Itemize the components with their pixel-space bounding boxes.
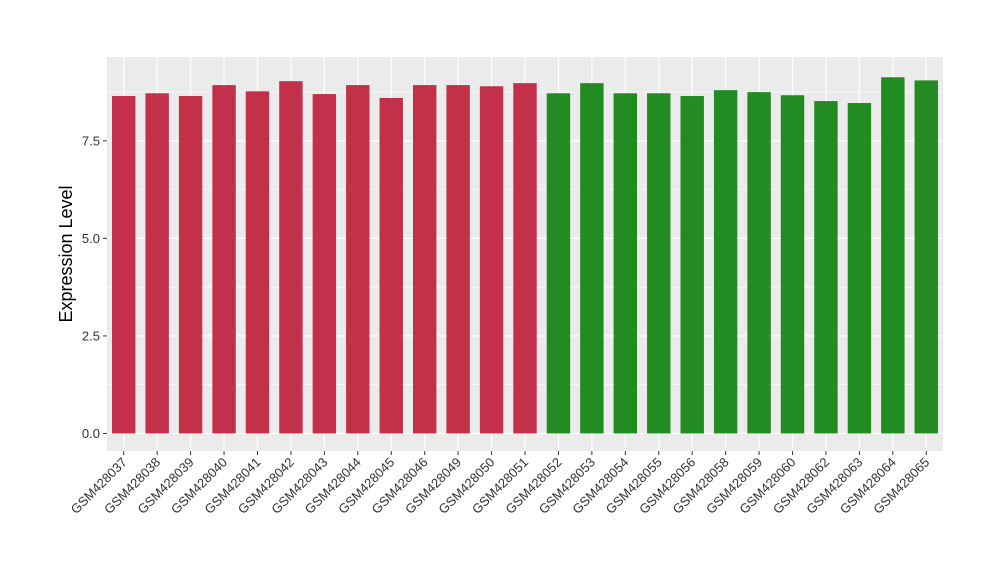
x-axis: GSM428037GSM428038GSM428039GSM428040GSM4… bbox=[68, 451, 932, 517]
bar-GSM428049 bbox=[446, 85, 470, 434]
y-axis: 0.0 2.5 5.0 7.5 bbox=[82, 133, 107, 441]
bar-GSM428055 bbox=[647, 93, 671, 434]
bar-GSM428044 bbox=[346, 85, 370, 434]
bar-GSM428052 bbox=[546, 93, 571, 434]
bar-GSM428039 bbox=[178, 96, 203, 434]
bar-GSM428064 bbox=[881, 77, 905, 434]
bar-GSM428038 bbox=[145, 93, 169, 434]
bar-GSM428043 bbox=[312, 94, 337, 434]
bar-GSM428041 bbox=[245, 91, 270, 434]
bar-GSM428062 bbox=[814, 101, 838, 434]
bar-GSM428053 bbox=[580, 83, 604, 434]
bar-GSM428045 bbox=[379, 97, 403, 434]
bars bbox=[112, 77, 938, 434]
y-axis-title: Expression Level bbox=[56, 185, 76, 322]
bar-GSM428060 bbox=[780, 95, 805, 434]
bar-GSM428054 bbox=[613, 93, 638, 434]
bar-GSM428040 bbox=[212, 85, 236, 434]
bar-GSM428037 bbox=[112, 96, 136, 434]
y-tick-label: 2.5 bbox=[82, 328, 100, 343]
bar-GSM428058 bbox=[713, 90, 738, 434]
bar-GSM428063 bbox=[847, 103, 872, 434]
bar-GSM428050 bbox=[479, 86, 504, 434]
bar-GSM428051 bbox=[513, 83, 537, 434]
bar-GSM428042 bbox=[279, 81, 303, 434]
bar-GSM428056 bbox=[680, 96, 704, 434]
bar-GSM428046 bbox=[412, 85, 437, 434]
y-tick-label: 5.0 bbox=[82, 231, 100, 246]
bar-GSM428059 bbox=[747, 92, 771, 434]
bar-GSM428065 bbox=[914, 80, 938, 434]
y-tick-label: 0.0 bbox=[82, 426, 100, 441]
y-tick-label: 7.5 bbox=[82, 133, 100, 148]
